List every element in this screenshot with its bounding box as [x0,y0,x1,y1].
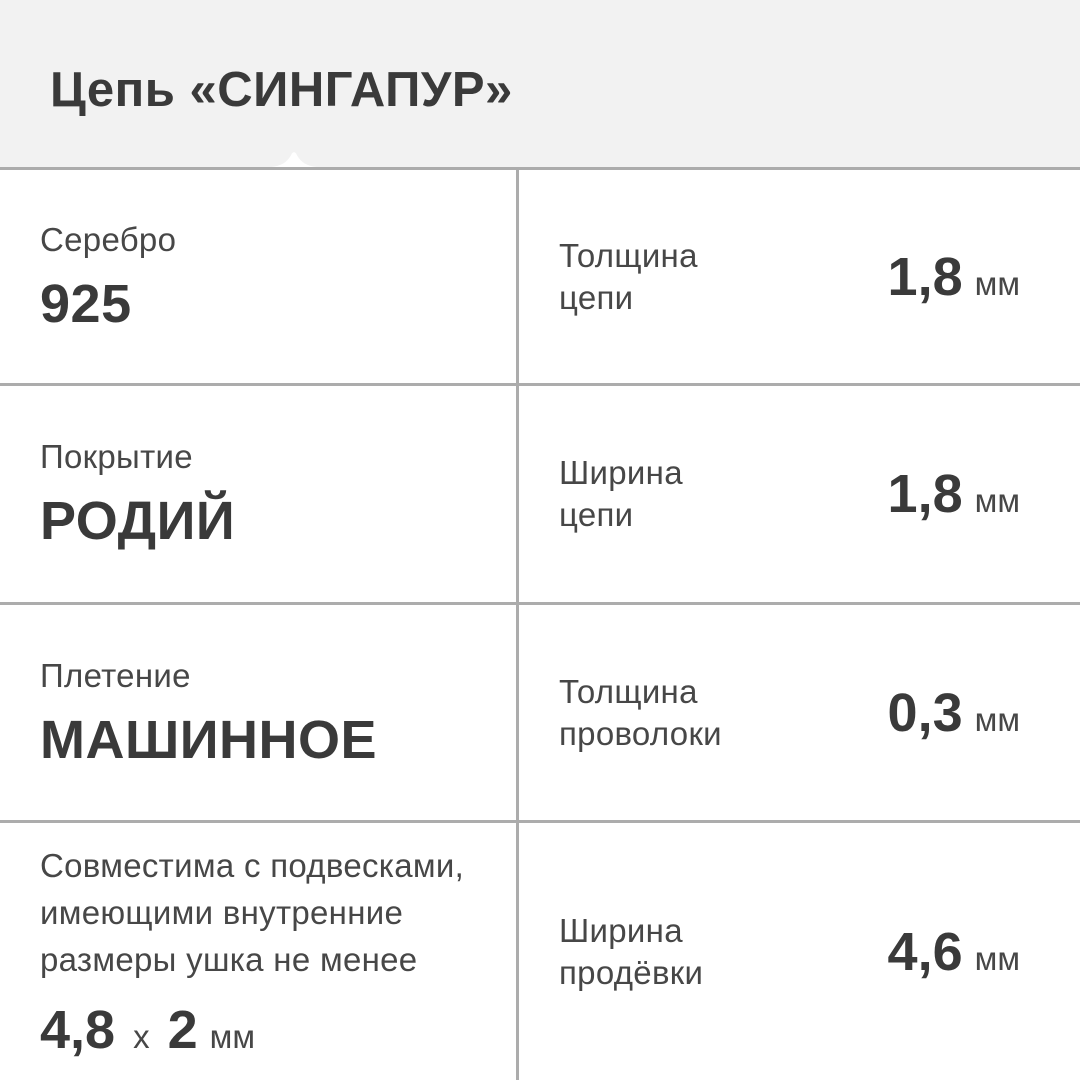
compatibility-line1: Совместима с подвесками, [40,847,465,884]
spec-cell-chain-width: Ширина цепи 1,8 мм [516,383,1080,602]
spec-value: 925 [40,273,132,334]
measurement-number: 1,8 [887,464,963,524]
measurement-unit: мм [974,939,1020,977]
measurement-number: 0,3 [887,682,963,743]
pointer-notch-icon [271,152,317,167]
compatibility-text: Совместима с подвесками, имеющими внутре… [40,842,486,983]
measurement-unit: мм [209,1018,255,1055]
spec-label-line1: Ширина [559,911,683,949]
measurement-unit: мм [974,700,1020,738]
spec-cell-compatibility: Совместима с подвесками, имеющими внутре… [0,820,516,1080]
spec-label-line1: Ширина [559,454,683,491]
spec-label: Плетение [40,656,191,694]
measurement-number: 4,6 [887,921,963,982]
measurement-unit: мм [974,264,1020,302]
spec-label-line2: проволоки [559,714,722,752]
compatibility-line2: имеющими внутренние [40,894,404,931]
spec-cell-coating: Покрытие РОДИЙ [0,383,516,602]
dimension-separator: х [133,1018,150,1055]
card-header: Цепь «СИНГАПУР» [0,0,1080,170]
spec-cell-chain-thickness: Толщина цепи 1,8 мм [516,170,1080,383]
spec-label-line2: продёвки [559,953,704,991]
page-title: Цепь «СИНГАПУР» [50,62,513,117]
spec-cell-metal: Серебро 925 [0,170,516,383]
loop-size-width: 4,8 [40,1000,116,1060]
spec-label-line1: Толщина [559,236,698,274]
measurement-number: 1,8 [887,246,963,307]
spec-measurement: 0,3 мм [888,682,1020,744]
spec-label-line2: цепи [559,278,634,316]
spec-cell-wire-thickness: Толщина проволоки 0,3 мм [516,602,1080,820]
spec-measurement: 1,8 мм [888,246,1020,308]
spec-label: Покрытие [40,438,193,475]
spec-measurement: 4,6 мм [888,921,1020,983]
spec-label: Толщина цепи [559,235,698,319]
spec-label: Серебро [40,220,177,258]
spec-cell-weave: Плетение МАШИННОЕ [0,602,516,820]
compatibility-line3: размеры ушка не менее [40,941,418,978]
spec-label: Толщина проволоки [559,671,722,755]
spec-value: МАШИННОЕ [40,709,378,770]
spec-label-line1: Толщина [559,672,698,710]
spec-value: РОДИЙ [40,491,236,551]
spec-cell-threading-width: Ширина продёвки 4,6 мм [516,820,1080,1080]
spec-label: Ширина продёвки [559,910,703,994]
measurement-unit: мм [974,482,1020,519]
loop-size-height: 2 [167,1000,198,1060]
spec-label: Ширина цепи [559,452,683,536]
spec-measurement: 1,8 мм [888,463,1020,525]
loop-size-measurement: 4,8 х 2 мм [40,999,486,1061]
spec-table: Серебро 925 Толщина цепи 1,8 мм Покрытие… [0,170,1080,1080]
spec-label-line2: цепи [559,496,634,533]
